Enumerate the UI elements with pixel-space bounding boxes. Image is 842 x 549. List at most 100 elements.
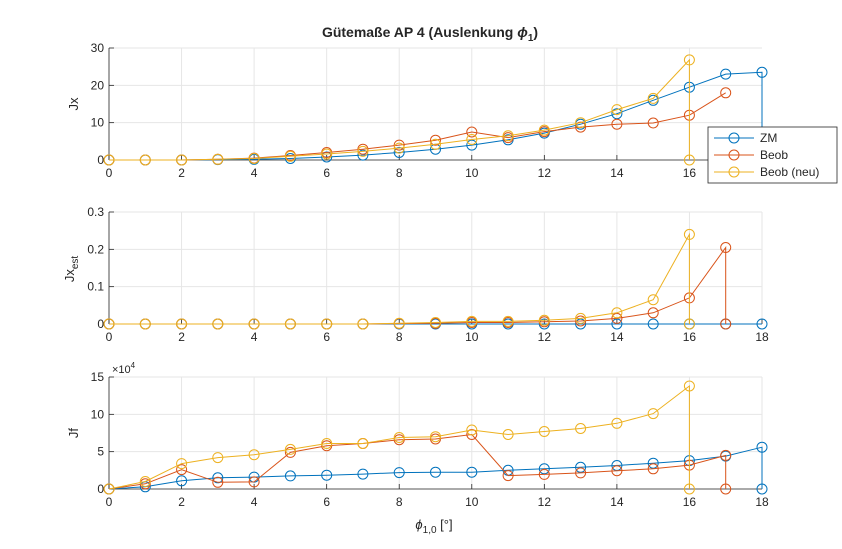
data-point-zm [756, 483, 768, 495]
x-axis-label: ϕ1,0 [°] [415, 517, 452, 536]
legend-marker-zm [728, 132, 740, 144]
data-point-beob [284, 446, 296, 458]
y-axis-label-jf: Jf [66, 428, 81, 439]
data-point-beob-neu [321, 438, 333, 449]
data-point-beob-neu [321, 148, 333, 160]
x-tick-label: 18 [755, 495, 769, 509]
data-point-beob [647, 307, 659, 319]
data-point-beob-neu [647, 294, 659, 306]
x-tick-label: 16 [683, 330, 697, 344]
x-tick-label: 12 [538, 166, 552, 180]
data-point-beob-neu [466, 134, 478, 145]
data-point-beob-neu [502, 130, 514, 142]
x-tick-label: 2 [178, 330, 185, 344]
x-tick-label: 0 [106, 495, 113, 509]
data-point-beob-neu [248, 449, 260, 461]
data-point-beob-neu [357, 438, 369, 449]
y-exponent-label: ×104 [112, 361, 136, 376]
data-point-zm [357, 149, 369, 161]
data-point-beob [647, 117, 659, 129]
data-point-zm [393, 147, 405, 158]
x-tick-label: 0 [106, 166, 113, 180]
x-tick-label: 2 [178, 166, 185, 180]
data-point-beob-neu [611, 104, 623, 116]
y-tick-label: 10 [91, 116, 105, 130]
data-point-beob [720, 242, 732, 253]
x-tick-label: 6 [323, 166, 330, 180]
x-tick-label: 4 [251, 166, 258, 180]
data-point-zm [756, 318, 768, 330]
legend-entry-zm[interactable]: ZM [714, 131, 777, 145]
data-point-beob-neu [284, 443, 296, 455]
data-point-beob [466, 126, 478, 138]
data-point-beob-neu [321, 318, 333, 330]
data-point-zm [720, 68, 732, 80]
x-tick-label: 14 [610, 495, 624, 509]
x-tick-label: 10 [465, 166, 479, 180]
y-tick-label: 0.3 [87, 205, 104, 219]
series-line-beob-neu [109, 232, 690, 325]
data-point-beob-neu [103, 318, 115, 330]
data-point-beob-neu [103, 483, 115, 495]
data-point-beob [212, 476, 224, 488]
data-point-beob-neu [284, 150, 296, 162]
y-tick-label: 30 [91, 41, 105, 55]
plot-area [109, 48, 762, 160]
data-point-beob-neu [538, 426, 550, 437]
x-tick-label: 8 [396, 330, 403, 344]
data-point-beob [139, 478, 151, 490]
subplot-jx-est: 0 2 4 6 8 10 12 14 16 18 0 0.1 0.2 0.3 [87, 205, 769, 344]
data-point-beob [248, 476, 260, 488]
data-point-beob [647, 463, 659, 475]
data-point-beob-neu [430, 317, 441, 328]
legend-entry-beob-neu[interactable]: Beob (neu) [714, 165, 819, 179]
y-tick-label: 20 [91, 78, 105, 92]
data-point-beob-neu [248, 318, 260, 330]
series-line-zm [108, 446, 763, 490]
data-point-beob [176, 464, 188, 476]
data-point-beob-neu [212, 153, 224, 165]
data-point-beob-neu [393, 317, 405, 329]
x-tick-label: 14 [610, 166, 624, 180]
legend-label-beob: Beob [760, 148, 788, 162]
data-point-zm [357, 468, 369, 480]
plot-area [109, 377, 762, 489]
data-point-beob-neu [611, 417, 623, 429]
data-point-zm [575, 318, 587, 330]
data-point-beob [393, 139, 405, 151]
x-tick-label: 16 [683, 495, 697, 509]
x-tick-label: 12 [538, 330, 552, 344]
legend-entry-beob[interactable]: Beob [714, 148, 788, 162]
data-point-beob-neu [139, 154, 151, 166]
y-tick-label: 0 [97, 153, 104, 167]
series-beob-neu [103, 228, 695, 330]
legend-label-zm: ZM [760, 131, 777, 145]
data-point-beob [575, 315, 587, 327]
data-point-beob-neu [647, 408, 659, 420]
data-point-beob-neu [176, 458, 188, 470]
data-point-beob-neu [683, 154, 695, 166]
data-point-beob-neu [357, 318, 369, 330]
data-point-beob-neu [683, 380, 695, 392]
data-point-beob [611, 465, 623, 477]
x-tick-label: 6 [323, 330, 330, 344]
x-tick-label: 6 [323, 495, 330, 509]
data-point-beob-neu [176, 154, 188, 166]
data-point-beob [430, 134, 441, 146]
y-tick-label: 0.2 [87, 242, 104, 256]
series-line-beob-neu [109, 58, 690, 161]
subplot-jx: 0 2 4 6 8 10 12 14 16 0 10 20 30 Jx [66, 41, 768, 180]
data-point-beob-neu [611, 307, 623, 319]
data-point-beob-neu [139, 318, 151, 330]
x-tick-label: 0 [106, 330, 113, 344]
data-point-zm [538, 463, 550, 475]
y-tick-label: 0 [97, 482, 104, 496]
data-point-beob-neu [575, 117, 587, 129]
data-point-beob [720, 449, 732, 461]
legend[interactable]: ZM Beob Beob (neu) [707, 126, 838, 184]
data-point-zm [611, 318, 623, 330]
x-tick-label: 18 [755, 330, 769, 344]
data-point-beob-neu [683, 483, 695, 495]
series-line-beob [108, 433, 727, 490]
data-point-beob-neu [538, 314, 550, 326]
